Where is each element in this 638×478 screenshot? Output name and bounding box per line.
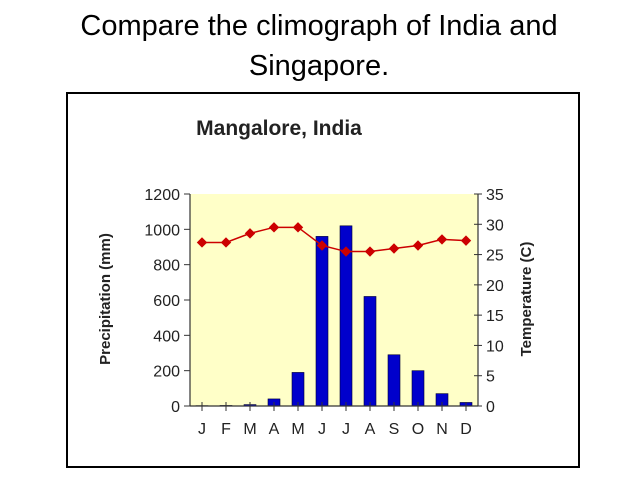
climograph-chart: Mangalore, India Precipitation (mm) Temp… — [97, 117, 535, 438]
slide-title-line-1: Compare the climograph of India and — [80, 10, 558, 42]
y-tick-label-left: 0 — [171, 399, 180, 416]
precipitation-bar — [387, 354, 401, 407]
temperature-point — [364, 246, 376, 257]
x-tick-label: J — [342, 421, 350, 438]
x-tick-label: M — [243, 421, 256, 438]
precipitation-bar — [411, 370, 425, 407]
slide-title-line-2: Singapore. — [248, 50, 390, 82]
x-tick-label: O — [412, 421, 424, 438]
y-tick-label-left: 800 — [153, 258, 180, 275]
y-tick-label-right: 0 — [486, 399, 495, 416]
precipitation-bar — [315, 236, 329, 407]
precipitation-bar — [291, 372, 305, 407]
y-tick-label-left: 200 — [153, 364, 180, 381]
y-tick-label-right: 35 — [486, 187, 504, 204]
temperature-point — [436, 234, 448, 245]
x-tick-label: D — [460, 421, 472, 438]
temperature-point — [292, 222, 304, 233]
y-tick-label-right: 20 — [486, 278, 504, 295]
temperature-point — [340, 246, 352, 257]
y-axis-label: Precipitation (mm) — [97, 233, 114, 365]
precipitation-bar — [363, 296, 377, 407]
plot-area — [190, 194, 478, 406]
temperature-point — [388, 243, 400, 254]
temperature-point — [268, 222, 280, 233]
x-tick-label: J — [198, 421, 206, 438]
x-tick-label: F — [221, 421, 231, 438]
slide-title: Compare the climograph of India and Sing… — [0, 6, 638, 86]
temperature-point — [460, 235, 472, 246]
chart-frame: Mangalore, India Precipitation (mm) Temp… — [66, 92, 580, 468]
temperature-point — [316, 240, 328, 251]
y-tick-label-right: 25 — [486, 248, 504, 265]
y2-axis-label: Temperature (C) — [518, 242, 535, 357]
y-tick-label-right: 10 — [486, 338, 504, 355]
x-tick-label: A — [365, 421, 376, 438]
x-tick-label: S — [389, 421, 400, 438]
temperature-point — [196, 237, 208, 248]
y-tick-label-right: 15 — [486, 308, 504, 325]
y-tick-label-left: 1000 — [144, 222, 180, 239]
y-tick-label-right: 5 — [486, 369, 495, 386]
y-tick-label-right: 30 — [486, 217, 504, 234]
x-tick-label: N — [436, 421, 448, 438]
temperature-point — [244, 228, 256, 239]
y-tick-label-left: 600 — [153, 293, 180, 310]
temperature-point — [412, 240, 424, 251]
y-tick-label-left: 1200 — [144, 187, 180, 204]
chart-title: Mangalore, India — [196, 117, 362, 140]
x-tick-label: A — [269, 421, 280, 438]
x-tick-label: J — [318, 421, 326, 438]
temperature-point — [220, 237, 232, 248]
x-tick-label: M — [291, 421, 304, 438]
y-tick-label-left: 400 — [153, 328, 180, 345]
